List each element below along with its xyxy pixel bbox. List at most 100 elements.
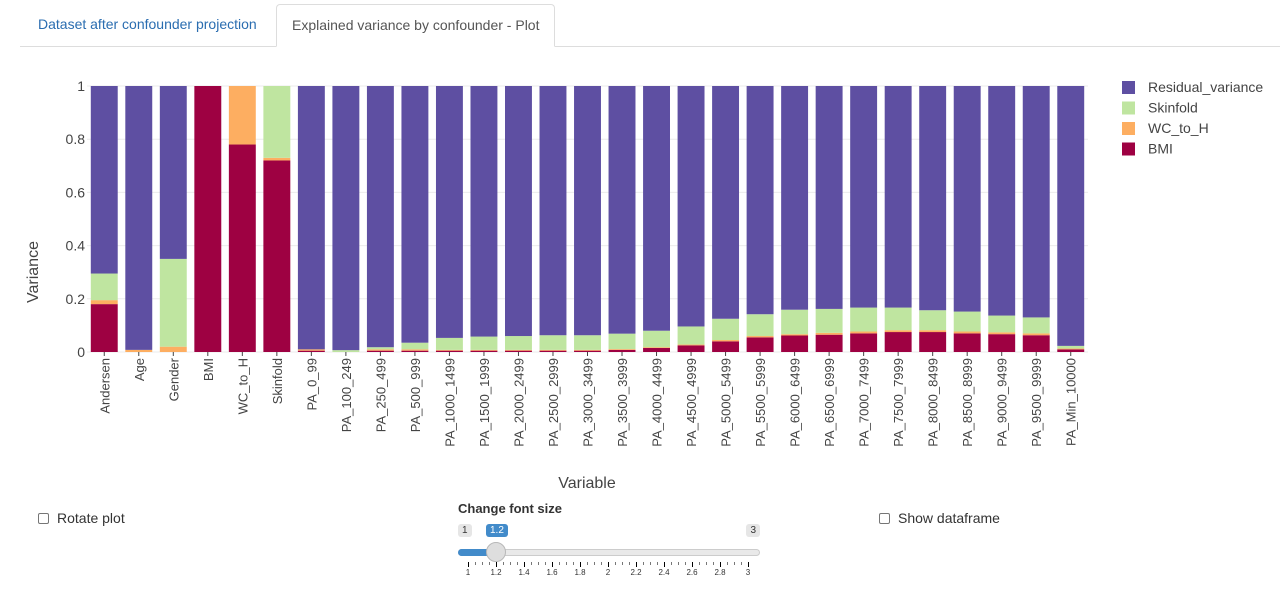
slider-minor-tick bbox=[573, 562, 574, 565]
bar-segment-residual-variance bbox=[574, 86, 601, 336]
bar-segment-bmi bbox=[608, 349, 636, 352]
bar-segment-bmi bbox=[643, 348, 670, 352]
bar-segment-skinfold bbox=[366, 347, 394, 350]
slider-minor-tick bbox=[699, 562, 700, 565]
slider-min-label: 1 bbox=[458, 524, 472, 537]
legend-swatch bbox=[1122, 101, 1135, 115]
bar-segment-wc-to-h bbox=[677, 344, 705, 346]
slider-tick-label: 2.8 bbox=[714, 568, 726, 577]
bar-segment-skinfold bbox=[159, 258, 187, 347]
rotate-plot-checkbox[interactable] bbox=[38, 512, 49, 524]
tab-explained-variance-plot[interactable]: Explained variance by confounder - Plot bbox=[276, 4, 556, 47]
bar-segment-residual-variance bbox=[470, 86, 498, 337]
bar-segment-bmi bbox=[919, 332, 947, 352]
y-axis-label: Variance bbox=[25, 241, 42, 303]
bar-segment-wc-to-h bbox=[366, 349, 394, 351]
bar-segment-wc-to-h bbox=[90, 300, 118, 305]
bar-segment-wc-to-h bbox=[884, 330, 912, 333]
y-tick-label: 1 bbox=[77, 78, 85, 94]
font-size-slider[interactable]: Change font size 1 1.2 3 1 1.2 1.4 1.6 1.8 2 2… bbox=[458, 500, 760, 580]
slider-tick-label: 1.4 bbox=[518, 568, 530, 577]
slider-minor-tick bbox=[566, 562, 567, 565]
bar-segment-bmi bbox=[850, 333, 878, 352]
bar-segment-skinfold bbox=[332, 350, 360, 352]
legend-label: WC_to_H bbox=[1148, 120, 1209, 136]
x-tick-label: PA_3500_3999 bbox=[615, 358, 630, 447]
slider-minor-tick bbox=[741, 562, 742, 565]
x-tick-label: PA_6500_6999 bbox=[822, 358, 837, 447]
x-tick-label: PA_7500_7999 bbox=[891, 358, 906, 447]
slider-minor-tick bbox=[657, 562, 658, 565]
show-dataframe-control[interactable]: Show dataframe bbox=[879, 510, 1000, 526]
legend-label: Skinfold bbox=[1148, 100, 1198, 116]
bar-segment-skinfold bbox=[988, 315, 1016, 333]
bar-segment-residual-variance bbox=[401, 86, 429, 343]
bar-segment-bmi bbox=[953, 333, 981, 352]
bar-segment-wc-to-h bbox=[159, 346, 187, 352]
bar-segment-residual-variance bbox=[1022, 86, 1050, 318]
bar-segment-residual-variance bbox=[125, 86, 153, 350]
font-size-label: Change font size bbox=[458, 501, 563, 516]
bar-segment-bmi bbox=[90, 304, 118, 352]
bar-segment-bmi bbox=[539, 350, 567, 352]
x-tick-label: PA_4500_4999 bbox=[684, 358, 699, 447]
bar-segment-residual-variance bbox=[884, 86, 912, 308]
slider-minor-tick bbox=[601, 562, 602, 565]
slider-tick bbox=[692, 562, 693, 567]
x-tick-label: PA_4000_4499 bbox=[650, 358, 665, 447]
slider-tick-label: 1.8 bbox=[574, 568, 586, 577]
slider-minor-tick bbox=[475, 562, 476, 565]
x-tick-label: Gender bbox=[166, 357, 181, 401]
bar-segment-bmi bbox=[815, 334, 843, 352]
x-tick-label: PA_8500_8999 bbox=[960, 358, 975, 447]
rotate-plot-control[interactable]: Rotate plot bbox=[38, 510, 125, 526]
bar-segment-skinfold bbox=[884, 307, 912, 331]
rotate-plot-label: Rotate plot bbox=[57, 510, 125, 526]
bar-segment-skinfold bbox=[505, 336, 532, 350]
bar-segment-skinfold bbox=[608, 333, 636, 350]
slider-minor-tick bbox=[489, 562, 490, 565]
y-tick-label: 0 bbox=[77, 344, 85, 360]
slider-minor-tick bbox=[727, 562, 728, 565]
show-dataframe-checkbox[interactable] bbox=[879, 512, 890, 524]
x-tick-label: PA_1500_1999 bbox=[477, 358, 492, 447]
bar-segment-skinfold bbox=[815, 308, 843, 333]
bar-segment-residual-variance bbox=[297, 86, 325, 350]
bar-segment-residual-variance bbox=[332, 86, 360, 351]
bar-segment-residual-variance bbox=[712, 86, 740, 319]
x-axis-ticks: Andersen Age Gender BMI WC_to_H Skinfold PA_0_… bbox=[97, 352, 1079, 447]
slider-minor-tick bbox=[531, 562, 532, 565]
x-tick-label: PA_9000_9499 bbox=[995, 358, 1010, 447]
bar-segment-wc-to-h bbox=[850, 331, 878, 334]
slider-minor-tick bbox=[615, 562, 616, 565]
slider-tick-label: 2 bbox=[605, 568, 611, 577]
x-tick-label: BMI bbox=[201, 358, 216, 381]
bar-segment-residual-variance bbox=[643, 86, 670, 331]
slider-minor-tick bbox=[678, 562, 679, 565]
y-axis-ticks: 0 0.2 0.4 0.6 0.8 1 bbox=[66, 78, 86, 360]
bar-segment-bmi bbox=[263, 160, 291, 352]
bar-segment-bmi bbox=[194, 86, 222, 352]
bar-segment-wc-to-h bbox=[746, 336, 774, 338]
x-axis-label: Variable bbox=[558, 475, 616, 492]
show-dataframe-label: Show dataframe bbox=[898, 510, 1000, 526]
bar-segment-wc-to-h bbox=[470, 349, 498, 351]
x-tick-label: PA_5000_5499 bbox=[719, 358, 734, 447]
bar-segment-bmi bbox=[1057, 349, 1085, 352]
slider-tick bbox=[636, 562, 637, 567]
bar-segment-bmi bbox=[401, 350, 429, 352]
slider-tick bbox=[496, 562, 497, 567]
tab-dataset-after-projection[interactable]: Dataset after confounder projection bbox=[38, 16, 257, 32]
bar-segment-skinfold bbox=[746, 314, 774, 337]
slider-handle[interactable] bbox=[486, 542, 506, 562]
slider-tick-label: 1.2 bbox=[490, 568, 502, 577]
slider-minor-tick bbox=[594, 562, 595, 565]
x-tick-label: Age bbox=[132, 358, 147, 381]
slider-minor-tick bbox=[706, 562, 707, 565]
bar-segment-bmi bbox=[884, 332, 912, 352]
legend-swatch bbox=[1122, 142, 1135, 156]
slider-tick-label: 2.4 bbox=[658, 568, 670, 577]
bar-segment-residual-variance bbox=[539, 86, 567, 336]
bar-segment-bmi bbox=[228, 144, 256, 352]
slider-tick bbox=[524, 562, 525, 567]
